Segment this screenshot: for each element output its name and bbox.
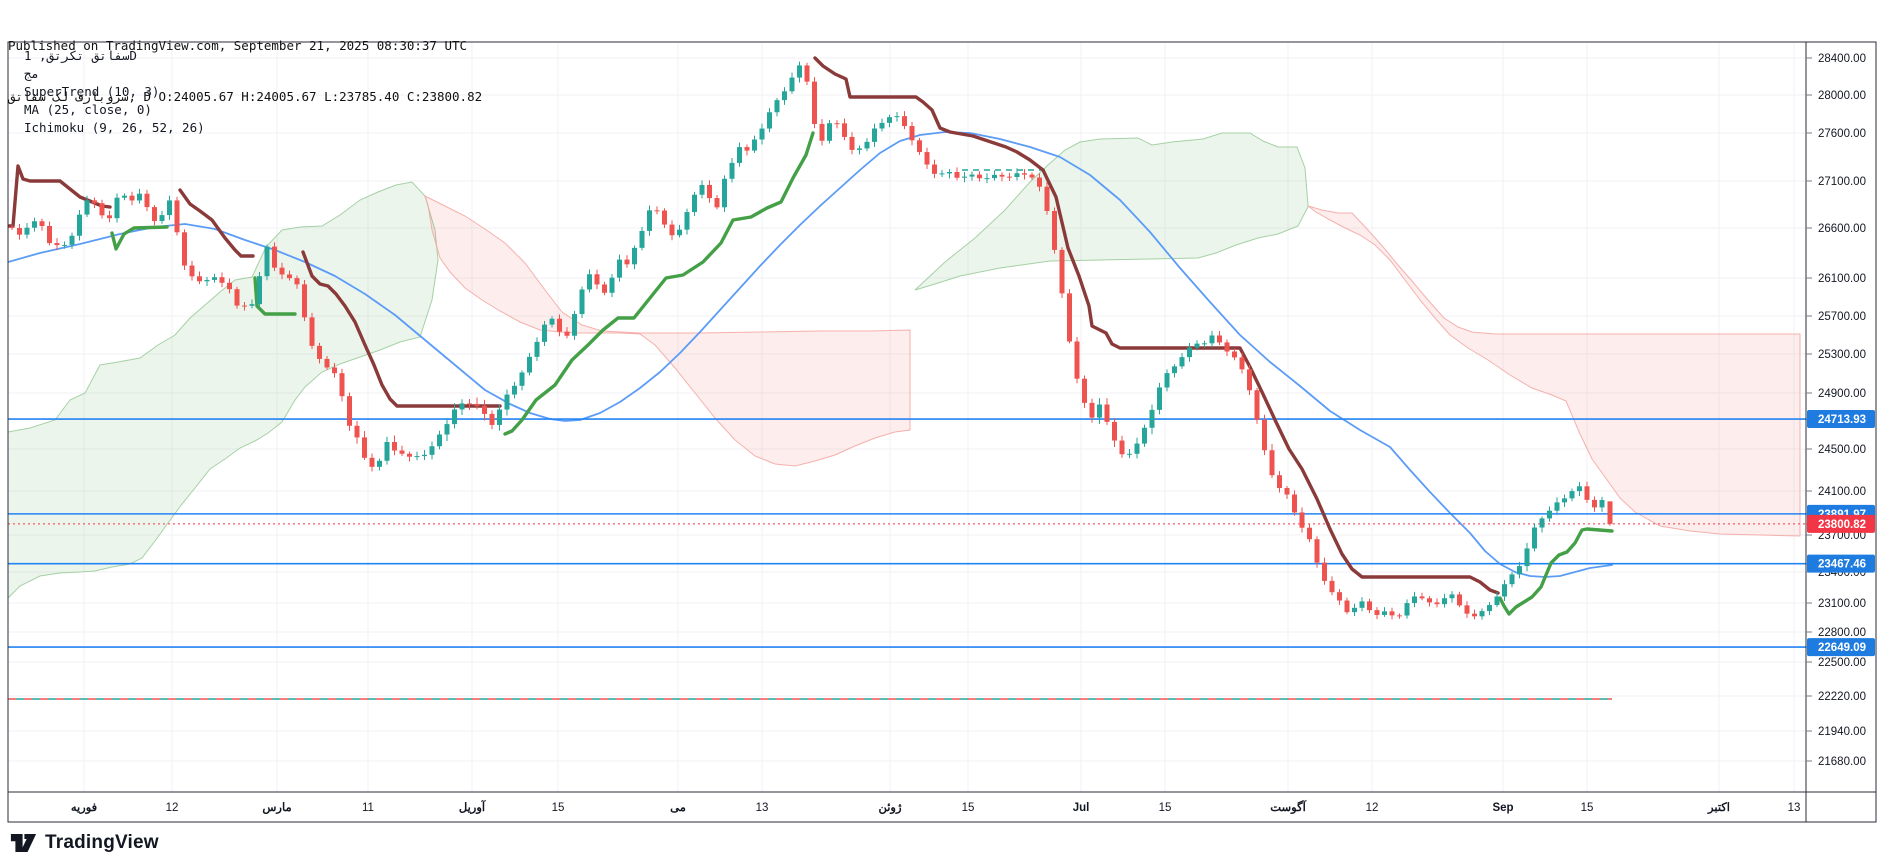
- svg-text:22649.09: 22649.09: [1818, 642, 1866, 654]
- gridlines: [8, 42, 1806, 792]
- time-tick-label: 11: [362, 802, 374, 814]
- time-tick-label: 13: [1788, 802, 1801, 814]
- price-axis[interactable]: 28400.00 28000.00 27600.00 27100.00 26600.00…: [1806, 53, 1875, 768]
- time-tick-label: 15: [1159, 802, 1172, 814]
- price-tick-label: 22800.00: [1818, 627, 1866, 639]
- tradingview-footer[interactable]: TradingView: [10, 831, 159, 855]
- time-tick-label: 15: [1581, 802, 1594, 814]
- svg-text:23467.46: 23467.46: [1818, 559, 1866, 571]
- chart-frame: [7, 41, 1877, 823]
- price-badge-level: 24713.93: [1806, 410, 1875, 429]
- price-tick-label: 28000.00: [1818, 90, 1866, 102]
- time-tick-label: ژوئن: [878, 802, 902, 815]
- plot-region[interactable]: [8, 42, 1806, 792]
- time-tick-label: می: [670, 802, 686, 814]
- time-tick-label: آگوست: [1270, 798, 1307, 815]
- time-tick-label: آوريل: [459, 798, 487, 815]
- price-tick-label: 25700.00: [1818, 311, 1866, 323]
- price-tick-label: 24900.00: [1818, 388, 1866, 400]
- price-tick-label: 26600.00: [1818, 223, 1866, 235]
- chart-legend: سفاتق تکرتق, 1D مج SuperTrend (10, 3) MA (2…: [24, 47, 205, 137]
- price-tick-label: 26100.00: [1818, 273, 1866, 285]
- svg-text:23800.82: 23800.82: [1818, 519, 1866, 531]
- time-tick-label: 12: [1366, 802, 1379, 814]
- legend-line-3: MA (25, close, 0): [24, 102, 152, 117]
- symbol-ohlc-line: سروبارف لک سفاتق, D O:24005.67 H:24005.6…: [8, 89, 483, 104]
- price-tick-label: 21940.00: [1818, 726, 1866, 738]
- legend-line-2: SuperTrend (10, 3): [24, 84, 160, 99]
- price-badge-last: 23800.82: [1806, 514, 1875, 533]
- tradingview-logo-text: TradingView: [45, 832, 159, 853]
- time-tick-label: 12: [166, 802, 179, 814]
- price-badge-level: 23467.46: [1806, 554, 1875, 573]
- time-tick-label: مارس: [262, 801, 291, 815]
- tradingview-logo-icon: [10, 834, 37, 852]
- price-tick-label: 27600.00: [1818, 128, 1866, 140]
- price-tick-label: 21680.00: [1818, 756, 1866, 768]
- price-tick-label: 28400.00: [1818, 53, 1866, 65]
- time-axis[interactable]: فوريه 12 مارس 11 آوريل 15 می 13 ژوئن 15 Jul 15 آگوست…: [71, 798, 1801, 815]
- time-tick-label: 15: [962, 802, 975, 814]
- time-tick-label: 13: [756, 802, 769, 814]
- legend-line-4: Ichimoku (9, 26, 52, 26): [24, 120, 205, 135]
- time-tick-label: Sep: [1492, 802, 1513, 814]
- candlesticks: [9, 61, 1613, 620]
- time-tick-label: اکتبر: [1707, 801, 1730, 815]
- price-tick-label: 24100.00: [1818, 486, 1866, 498]
- legend-line-0: سفاتق تکرتق, 1D: [24, 48, 137, 63]
- price-tick-label: 24500.00: [1818, 444, 1866, 456]
- price-level-lines[interactable]: [8, 169, 1806, 700]
- price-tick-label: 27100.00: [1818, 176, 1866, 188]
- price-tick-label: 23700.00: [1818, 530, 1866, 542]
- svg-text:24713.93: 24713.93: [1818, 414, 1866, 426]
- ma-line: [8, 131, 1613, 578]
- ichimoku-clouds: [8, 132, 1801, 599]
- price-tick-label: 25300.00: [1818, 349, 1866, 361]
- time-tick-label: Jul: [1073, 802, 1090, 814]
- legend-line-1: مج: [24, 66, 40, 81]
- published-line: Published on TradingView.com, September …: [8, 38, 468, 53]
- price-tick-label: 22220.00: [1818, 691, 1866, 703]
- price-tick-label: 22500.00: [1818, 657, 1866, 669]
- supertrend-line: [8, 56, 1614, 616]
- price-badge-level: 22649.09: [1806, 638, 1875, 657]
- time-tick-label: فوريه: [71, 802, 98, 815]
- price-tick-label: 23100.00: [1818, 598, 1866, 610]
- time-tick-label: 15: [552, 802, 565, 814]
